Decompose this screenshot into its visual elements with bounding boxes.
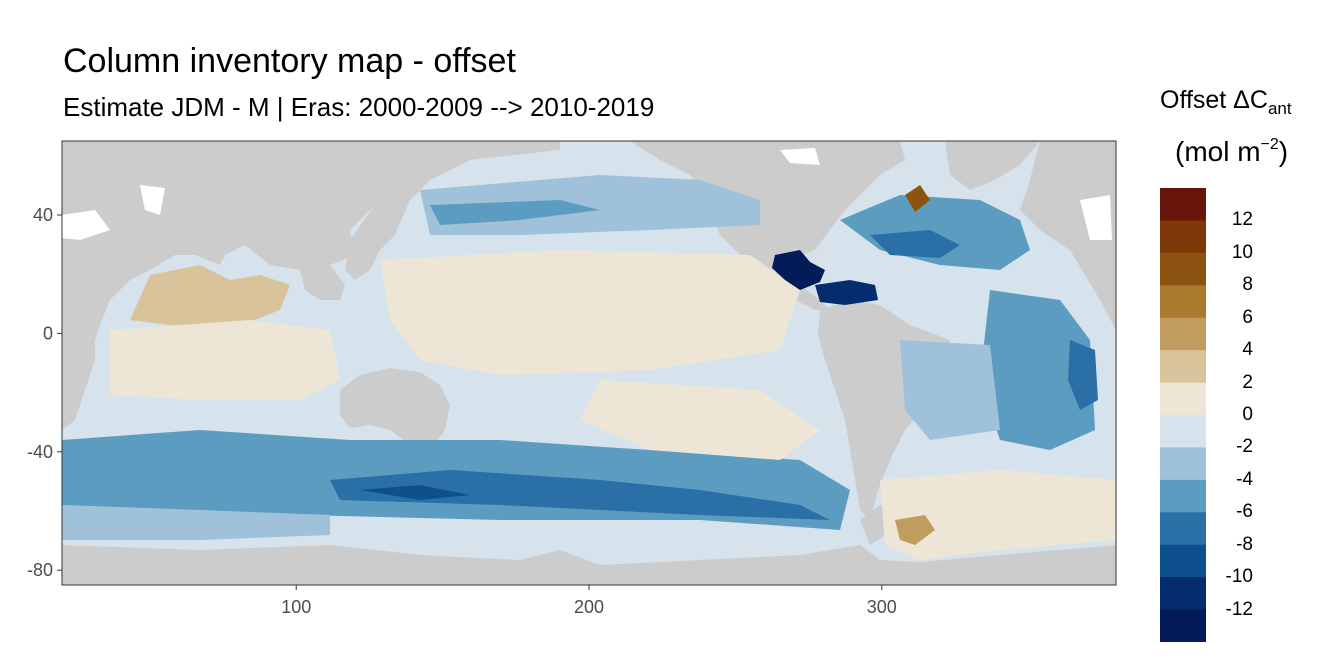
- legend-break-label: -12: [1225, 598, 1253, 620]
- nodata-north-1: [62, 210, 110, 240]
- legend-title-sub: ant: [1267, 99, 1292, 118]
- legend-color-step: [1160, 285, 1206, 319]
- legend-colorbar: [1160, 188, 1206, 642]
- legend-title-line1: Offset ΔCant: [1160, 86, 1292, 119]
- legend-color-step: [1160, 382, 1206, 416]
- legend-break-label: -8: [1236, 533, 1253, 555]
- legend-unit-suffix: ): [1278, 136, 1289, 167]
- patch-weddell-brown: [895, 515, 935, 545]
- land-north-america: [630, 141, 905, 285]
- legend-break-label: 6: [1242, 306, 1253, 328]
- patch-east-atlantic: [980, 290, 1095, 450]
- land-australia: [340, 368, 450, 450]
- legend-unit-sup: −2: [1260, 136, 1279, 153]
- patch-labrador-brown: [905, 185, 930, 212]
- x-tick-label: 200: [574, 597, 604, 617]
- legend-break-label: 12: [1231, 209, 1253, 231]
- nodata-north-2: [140, 185, 165, 215]
- land-asia-east: [345, 141, 560, 280]
- legend-unit-prefix: (mol m: [1175, 136, 1261, 167]
- legend-color-step: [1160, 447, 1206, 481]
- patch-weddell-sea: [880, 470, 1116, 560]
- chart-title: Column inventory map - offset: [63, 42, 516, 80]
- x-tick-label: 100: [281, 597, 311, 617]
- legend-color-step: [1160, 415, 1206, 449]
- legend-color-step: [1160, 350, 1206, 384]
- nodata-north-3: [1080, 195, 1112, 240]
- legend-color-step: [1160, 317, 1206, 351]
- legend-color-step: [1160, 577, 1206, 611]
- y-tick-label: 0: [43, 323, 53, 343]
- legend-color-step: [1160, 609, 1206, 642]
- patch-east-atlantic-dark: [1068, 340, 1098, 410]
- legend-break-label: -6: [1236, 501, 1253, 523]
- patch-indian-ocean-north: [130, 265, 290, 330]
- land-africa-eurasia: [62, 141, 420, 430]
- legend-color-step: [1160, 220, 1206, 254]
- chart-subtitle: Estimate JDM - M | Eras: 2000-2009 --> 2…: [63, 92, 655, 122]
- legend-break-label: 4: [1242, 339, 1253, 361]
- patch-caribbean: [815, 280, 878, 305]
- legend-break-label: 2: [1242, 371, 1253, 393]
- legend-title-main: Offset ΔC: [1160, 86, 1268, 114]
- land-antarctica: [62, 545, 1116, 585]
- x-axis: 100 200 300: [281, 585, 897, 617]
- patch-southern-ocean-dark: [330, 470, 830, 520]
- nodata-north-4: [780, 148, 820, 165]
- ocean-layer: [62, 141, 1116, 585]
- legend-color-step: [1160, 252, 1206, 286]
- patch-north-atlantic-dark: [870, 230, 960, 258]
- legend-break-label: 0: [1242, 404, 1253, 425]
- legend-break-label: -4: [1236, 468, 1253, 490]
- patch-south-atlantic-light: [900, 340, 1000, 440]
- legend-break-label: -10: [1225, 566, 1253, 588]
- land-greenland: [945, 141, 1040, 190]
- y-tick-label: -40: [27, 442, 53, 462]
- legend-color-step: [1160, 544, 1206, 578]
- legend-break-label: 10: [1231, 241, 1253, 263]
- patch-tropical-pacific: [380, 250, 800, 375]
- patch-gulf-mexico: [772, 250, 825, 290]
- patch-north-pacific-dark: [430, 200, 600, 225]
- legend-color-step: [1160, 479, 1206, 513]
- y-tick-label: -80: [27, 560, 53, 580]
- patch-antarctic-light: [62, 505, 330, 540]
- legend-color-step: [1160, 188, 1206, 222]
- patch-southern-ocean-darker: [360, 485, 470, 500]
- y-tick-label: 40: [33, 205, 53, 225]
- legend-break-label: -2: [1236, 436, 1253, 458]
- legend-break-label: 8: [1242, 274, 1253, 296]
- x-tick-label: 300: [867, 597, 897, 617]
- patch-indian-ocean-central: [110, 320, 340, 400]
- patch-south-pacific-light: [580, 380, 820, 460]
- legend-title-line2: (mol m−2): [1175, 136, 1288, 168]
- land-southeast-asia: [300, 265, 345, 300]
- y-axis: 40 0 -40 -80: [27, 205, 62, 580]
- legend-color-step: [1160, 512, 1206, 546]
- land-africa-west: [1020, 141, 1116, 330]
